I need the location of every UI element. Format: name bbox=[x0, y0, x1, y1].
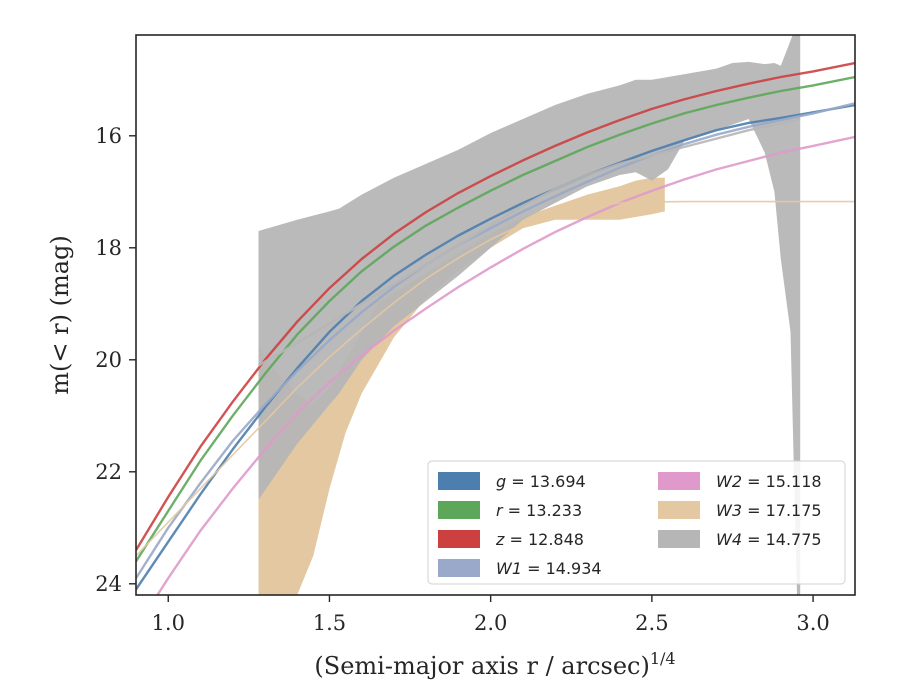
series-line-z bbox=[136, 61, 855, 551]
legend-label-z: z = 12.848 bbox=[495, 530, 584, 549]
x-tick-label: 1.0 bbox=[152, 611, 185, 635]
series-line-w4 bbox=[257, 117, 801, 367]
series-line-w3 bbox=[136, 200, 855, 557]
legend-label-w1: W1 = 14.934 bbox=[496, 559, 602, 578]
plot-frame bbox=[135, 34, 856, 596]
legend-swatch-w3 bbox=[658, 501, 700, 519]
legend-label-w4: W4 = 14.775 bbox=[716, 530, 822, 549]
x-axis-label-exponent: 1/4 bbox=[650, 649, 676, 668]
legend: g = 13.694 r = 13.233 z = 12.848 W1 = 14.93… bbox=[427, 460, 846, 585]
legend-label-w2: W2 = 15.118 bbox=[716, 472, 822, 491]
lines-layer bbox=[136, 61, 855, 595]
legend-swatch-z bbox=[438, 530, 480, 548]
legend-label-w3: W3 = 17.175 bbox=[716, 501, 822, 520]
x-tick-label: 2.5 bbox=[635, 611, 668, 635]
series-line-g bbox=[136, 103, 855, 591]
y-tick-label: 16 bbox=[95, 124, 122, 148]
y-axis-ticks: 16 18 20 22 24 bbox=[95, 124, 136, 596]
legend-swatch-w2 bbox=[658, 472, 700, 490]
bands-layer bbox=[258, 35, 801, 595]
legend-swatch-w4 bbox=[658, 530, 700, 548]
y-tick-label: 20 bbox=[95, 348, 122, 372]
legend-box bbox=[427, 460, 846, 585]
legend-label-g: g = 13.694 bbox=[496, 472, 586, 491]
y-axis-label: m(< r) (mag) bbox=[46, 235, 74, 394]
y-tick-label: 24 bbox=[95, 572, 122, 596]
legend-swatch-r bbox=[438, 501, 480, 519]
x-axis-ticks: 1.0 1.5 2.0 2.5 3.0 bbox=[152, 595, 830, 635]
series-line-r bbox=[136, 75, 855, 563]
legend-swatch-g bbox=[438, 472, 480, 490]
x-tick-label: 1.5 bbox=[313, 611, 346, 635]
series-line-w1 bbox=[136, 102, 855, 579]
x-axis-label-text: (Semi-major axis r / arcsec) bbox=[314, 652, 649, 680]
y-tick-label: 18 bbox=[95, 236, 122, 260]
series-line-w2 bbox=[156, 135, 855, 595]
x-tick-label: 2.0 bbox=[474, 611, 507, 635]
legend-label-r: r = 13.233 bbox=[496, 501, 582, 520]
x-axis-label: (Semi-major axis r / arcsec)1/4 bbox=[314, 649, 675, 680]
band-w4 bbox=[258, 35, 801, 595]
y-tick-label: 22 bbox=[95, 460, 122, 484]
legend-swatch-w1 bbox=[438, 559, 480, 577]
x-tick-label: 3.0 bbox=[796, 611, 829, 635]
